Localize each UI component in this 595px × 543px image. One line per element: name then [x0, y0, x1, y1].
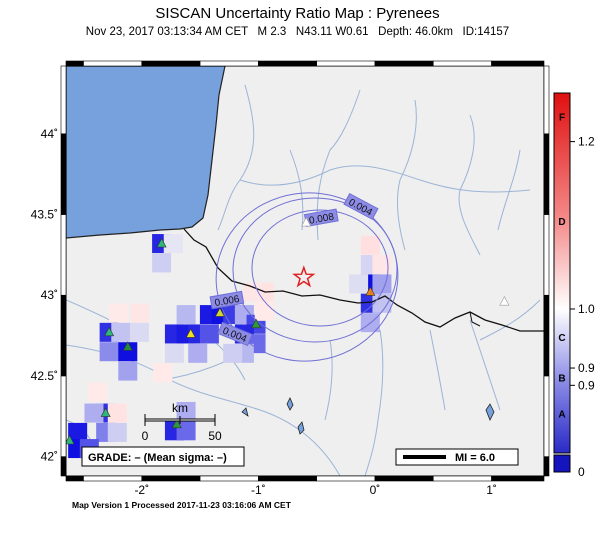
uncertainty-cell	[199, 324, 219, 344]
rivers	[66, 84, 541, 476]
uncertainty-cell	[153, 363, 173, 383]
scale-tick-50: 50	[208, 429, 222, 443]
uncertainty-cell	[254, 301, 274, 321]
uncertainty-cell	[372, 293, 392, 313]
mi-label: MI = 6.0	[455, 452, 495, 464]
y-tick-label: 43.5˚	[31, 208, 58, 222]
map-title: SISCAN Uncertainty Ratio Map : Pyrenees	[155, 5, 440, 22]
station-triangle	[100, 407, 111, 417]
colorbar-value: 0	[578, 465, 585, 479]
colorbar-value: 1.2	[578, 135, 595, 149]
station-triangle	[171, 418, 182, 429]
processing-info: Map Version 1 Processed 2017-11-23 03:16…	[72, 500, 291, 510]
colorbar-grade: C	[558, 333, 565, 344]
reservoirs	[241, 397, 495, 435]
grade-box: GRADE: – (Mean sigma: –)	[81, 446, 245, 467]
contour-label-text: 0.008	[308, 212, 335, 227]
station-triangle	[214, 307, 225, 317]
uncertainty-cell	[152, 253, 172, 273]
y-tick-label: 42.5˚	[31, 369, 58, 383]
grade-label: GRADE: – (Mean sigma: –)	[88, 452, 227, 464]
uncertainty-cell	[68, 422, 88, 442]
sea-area	[66, 66, 226, 239]
station-markers	[66, 216, 510, 445]
uncertainty-cell	[372, 274, 392, 294]
epicenter-star	[292, 265, 316, 288]
uncertainty-cell	[129, 322, 149, 342]
uncertainty-cell	[129, 303, 149, 323]
colorbar-grade: F	[559, 112, 565, 123]
uncertainty-cell	[118, 361, 138, 381]
uncertainty-cell	[107, 422, 127, 442]
uncertainty-cell	[164, 343, 184, 363]
uncertainty-cell	[223, 343, 243, 363]
contour-label: 0.006	[209, 290, 245, 310]
frame-ticks	[60, 60, 550, 482]
mi-legend: MI = 6.0	[395, 448, 519, 466]
station-triangle	[185, 328, 196, 338]
station-triangle	[301, 216, 312, 227]
scale-tick-0: 0	[142, 429, 149, 443]
colorbar-grade: D	[558, 217, 565, 228]
colorbar-value: 0.9	[578, 361, 595, 375]
uncertainty-cell	[84, 403, 104, 423]
uncertainty-cell	[176, 305, 196, 325]
colorbar-grade: A	[558, 409, 565, 420]
uncertainty-cell	[107, 403, 127, 423]
border-line	[183, 228, 544, 332]
uncertainty-cell	[349, 274, 369, 294]
contour-label-text: 0.006	[214, 294, 241, 309]
uncertainty-cell	[176, 401, 196, 421]
x-tick-label: 1˚	[486, 483, 497, 497]
station-triangle	[365, 286, 376, 296]
contour-label: 0.008	[303, 208, 339, 227]
x-tick-label: 0˚	[370, 483, 381, 497]
uncertainty-contours	[215, 192, 399, 362]
uncertainty-cell	[87, 382, 107, 402]
y-tick-label: 42˚	[41, 450, 58, 464]
uncertainty-cell	[163, 234, 183, 254]
station-triangle	[156, 237, 167, 248]
station-triangle	[122, 341, 133, 351]
station-triangle	[66, 434, 75, 445]
y-tick-label: 44˚	[41, 127, 58, 141]
station-triangle	[499, 296, 510, 306]
colorbar: 1.2 1.0 0.9 0.9 0 F D C B A	[553, 92, 595, 479]
andorra-border	[469, 311, 481, 327]
scale-unit: km	[172, 401, 188, 415]
uncertainty-cell	[372, 255, 392, 275]
uncertainty-cell	[108, 303, 128, 323]
uncertainty-cell	[111, 322, 131, 342]
y-tick-label: 43˚	[41, 288, 58, 302]
uncertainty-cell	[176, 421, 196, 441]
uncertainty-cell	[99, 342, 119, 362]
x-tick-label: -1˚	[251, 483, 266, 497]
uncertainty-cell	[243, 282, 263, 302]
uncertainty-cell	[188, 343, 208, 363]
uncertainty-cell	[118, 342, 138, 362]
x-tick-label: -2˚	[134, 483, 149, 497]
axis-labels: -2˚ -1˚ 0˚ 1˚ 44˚ 43.5˚ 43˚ 42.5˚ 42˚	[31, 127, 497, 497]
uncertainty-cell	[360, 235, 380, 255]
colorbar-value: 1.0	[578, 302, 595, 316]
scale-bar: km 0 50	[142, 401, 222, 443]
station-triangle	[104, 326, 115, 337]
colorbar-value: 0.9	[578, 378, 595, 392]
event-info: Nov 23, 2017 03:13:34 AM CET M 2.3 N43.1…	[85, 26, 510, 38]
station-triangle	[251, 318, 262, 329]
colorbar-grade: B	[558, 373, 565, 384]
